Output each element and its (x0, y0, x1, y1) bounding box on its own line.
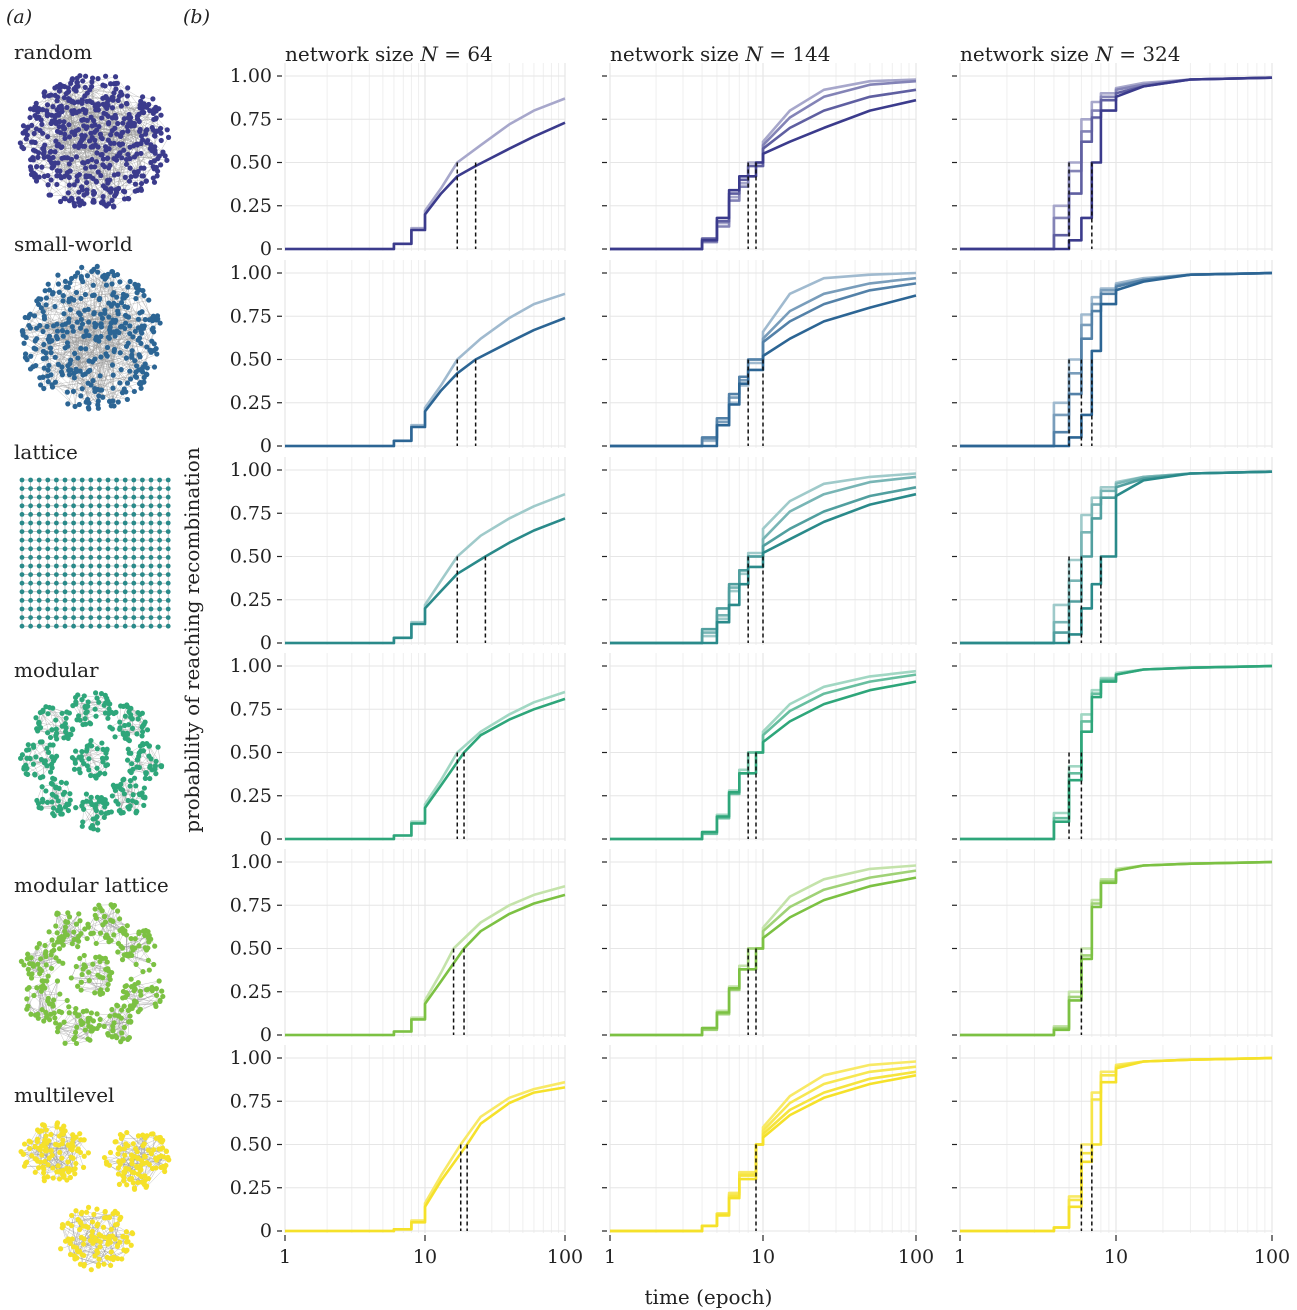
panel-modular-lattice-n144 (602, 849, 917, 1037)
y-tick-label: 0 (260, 1220, 272, 1242)
panel-multilevel-n64: 0 0.25 0.50 0.75 1.00 1 10 100 (230, 1045, 583, 1268)
network-multilevel-graph (18, 1120, 172, 1273)
series-line (285, 517, 566, 645)
x-tick-label: 10 (413, 1246, 437, 1268)
series-line (610, 876, 917, 1037)
panel-lattice-n324 (952, 457, 1273, 645)
y-tick-label: 1.00 (230, 459, 272, 481)
network-illustrations (17, 73, 172, 1273)
y-tick-label: 0 (260, 238, 272, 260)
series-line (960, 271, 1273, 448)
y-tick-label: 0.25 (230, 195, 272, 217)
series-line (960, 470, 1273, 645)
panel-multilevel-n144: 1 10 100 (602, 1045, 934, 1268)
network-modular-lattice-graph (18, 902, 166, 1047)
network-label-multilevel: multilevel (14, 1083, 115, 1107)
x-tick-label: 10 (751, 1246, 775, 1268)
series-line (960, 470, 1273, 645)
y-tick-label: 0 (260, 632, 272, 654)
panel-small-world-n324 (952, 260, 1273, 448)
y-tick-label: 0.50 (230, 938, 272, 960)
series-line (610, 294, 917, 448)
y-tick-label: 0.50 (230, 152, 272, 174)
series-line (960, 664, 1273, 841)
x-tick-label: 1 (604, 1246, 616, 1268)
y-tick-label: 1.00 (230, 851, 272, 873)
network-label-small-world: small-world (14, 232, 133, 256)
y-tick-label: 0 (260, 1024, 272, 1046)
y-tick-label: 0.25 (230, 785, 272, 807)
series-line (285, 1086, 566, 1233)
y-tick-label: 0 (260, 435, 272, 457)
network-label-lattice: lattice (14, 440, 78, 464)
x-tick-label: 1 (279, 1246, 291, 1268)
y-tick-label: 0.75 (230, 894, 272, 916)
y-tick-label: 1.00 (230, 65, 272, 87)
series-line (285, 316, 566, 448)
y-tick-label: 0.75 (230, 698, 272, 720)
network-lattice-graph (19, 477, 171, 629)
panel-modular-n144 (602, 653, 917, 841)
network-label-modular-lattice: modular lattice (14, 873, 169, 897)
y-tick-label: 0.25 (230, 1177, 272, 1199)
panel-lattice-n144 (602, 457, 917, 645)
y-tick-label: 0.25 (230, 981, 272, 1003)
panel-modular-n64: 0 0.25 0.50 0.75 1.00 (230, 653, 566, 850)
network-label-random: random (14, 40, 93, 64)
panel-random-n324 (952, 63, 1273, 251)
x-tick-label: 100 (1254, 1246, 1290, 1268)
series-line (960, 271, 1273, 448)
series-line (960, 860, 1273, 1037)
y-tick-label: 0.50 (230, 349, 272, 371)
panel-modular-n324 (952, 653, 1273, 841)
panel-label-a: (a) (6, 6, 33, 28)
y-tick-label: 0.25 (230, 589, 272, 611)
y-tick-label: 1.00 (230, 655, 272, 677)
y-tick-label: 0.50 (230, 546, 272, 568)
panel-modular-lattice-n64: 0 0.25 0.50 0.75 1.00 (230, 849, 566, 1046)
network-random-graph (17, 73, 172, 210)
panel-random-n144 (602, 63, 917, 251)
column-title-n64: network size N = 64 (285, 42, 493, 66)
column-title-n144: network size N = 144 (610, 42, 831, 66)
series-line (285, 893, 566, 1037)
series-line (285, 697, 566, 841)
series-line (285, 121, 566, 251)
panel-modular-lattice-n324 (952, 849, 1273, 1037)
column-title-n324: network size N = 324 (960, 42, 1181, 66)
series-line (610, 98, 917, 251)
y-tick-label: 0.50 (230, 1134, 272, 1156)
y-tick-label: 0.75 (230, 305, 272, 327)
panel-small-world-n64: 0 0.25 0.50 0.75 1.00 (230, 260, 566, 457)
y-tick-label: 0 (260, 828, 272, 850)
x-tick-label: 1 (954, 1246, 966, 1268)
x-tick-label: 10 (1104, 1246, 1128, 1268)
panel-label-b: (b) (183, 6, 210, 28)
panel-lattice-n64: 0 0.25 0.50 0.75 1.00 (230, 457, 566, 654)
x-tick-label: 100 (547, 1246, 583, 1268)
y-tick-label: 0.75 (230, 502, 272, 524)
panel-multilevel-n324: 1 10 100 (952, 1045, 1290, 1268)
x-tick-label: 100 (898, 1246, 934, 1268)
x-axis-label: time (epoch) (644, 1285, 773, 1309)
panel-small-world-n144 (602, 260, 917, 448)
panel-random-n64: 0 0.25 0.50 0.75 1.00 (230, 63, 566, 260)
network-small-world-graph (19, 263, 163, 412)
y-tick-label: 0.75 (230, 1090, 272, 1112)
series-line (960, 76, 1273, 251)
y-tick-label: 1.00 (230, 1047, 272, 1069)
series-line (610, 492, 917, 645)
network-modular-graph (18, 690, 165, 833)
y-tick-label: 1.00 (230, 262, 272, 284)
series-line (610, 680, 917, 841)
y-tick-label: 0.50 (230, 742, 272, 764)
y-tick-label: 0.25 (230, 392, 272, 414)
y-tick-label: 0.75 (230, 108, 272, 130)
series-line (610, 1074, 917, 1233)
series-line (610, 486, 917, 645)
network-label-modular: modular (14, 658, 99, 682)
